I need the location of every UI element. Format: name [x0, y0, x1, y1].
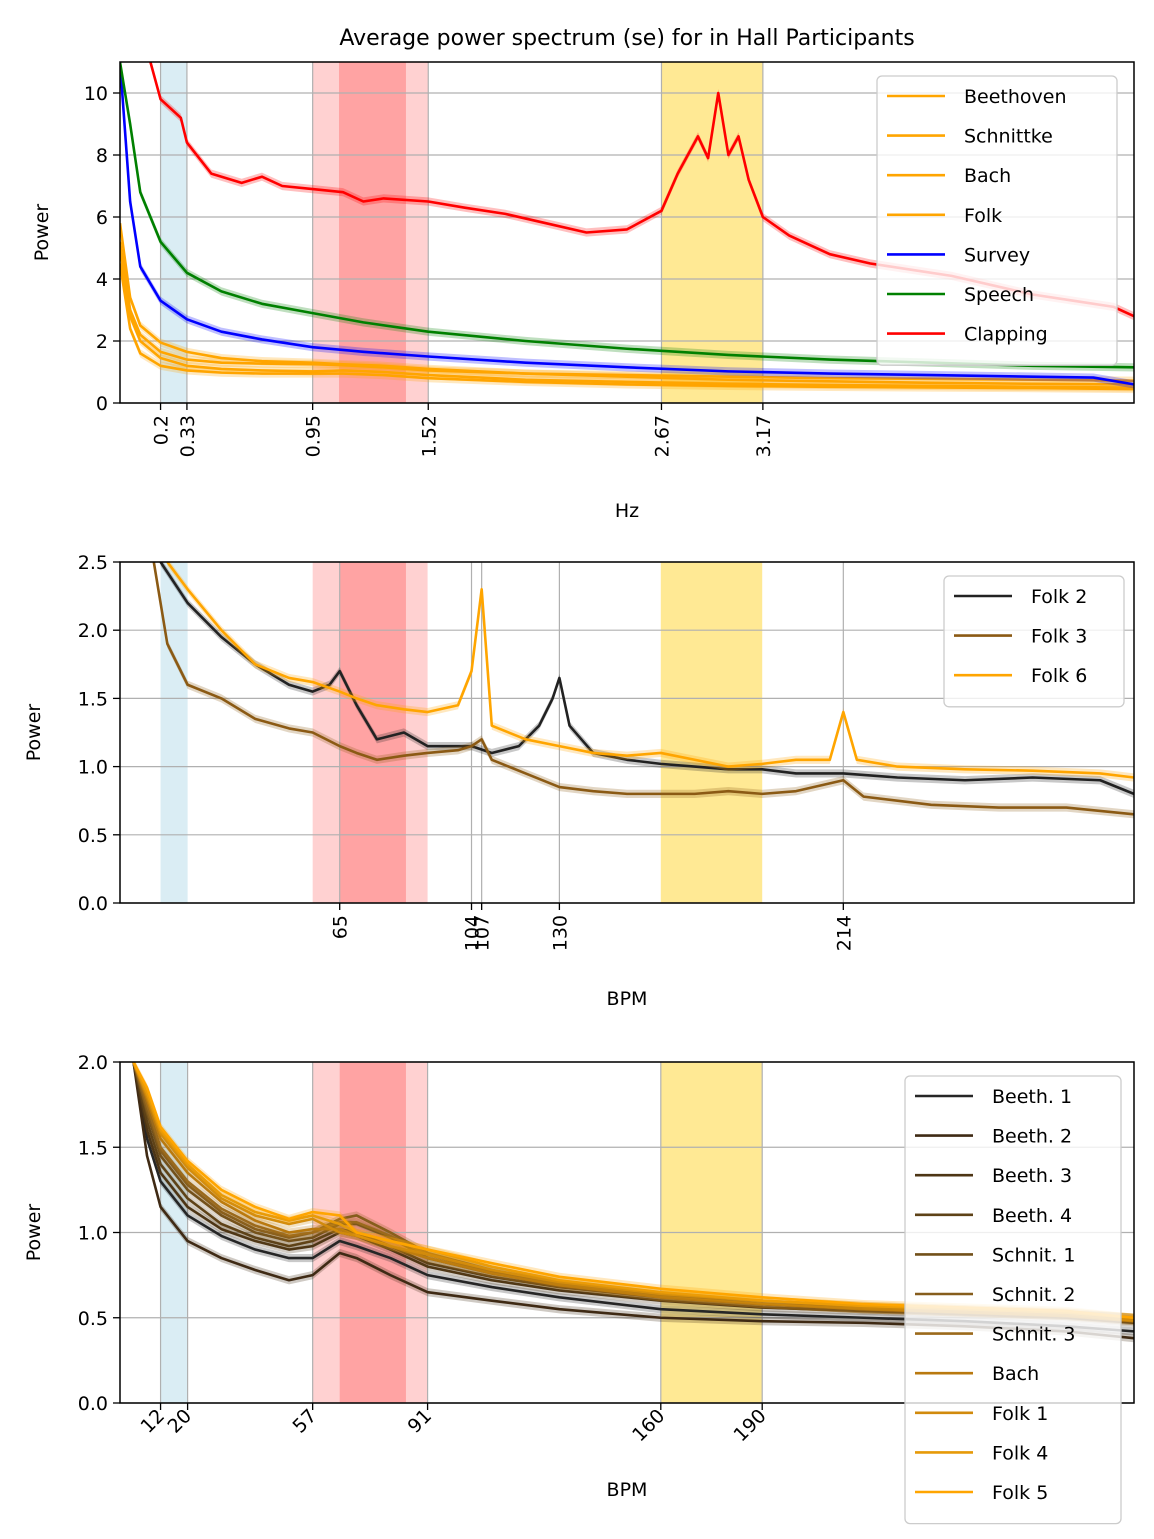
y-tick-label: 4 [96, 269, 108, 291]
legend-label: Folk [964, 205, 1002, 227]
legend-label: Beeth. 1 [992, 1086, 1072, 1108]
y-tick-label: 1.0 [78, 1223, 108, 1245]
y-axis-label: Power [23, 1204, 45, 1262]
y-tick-label: 10 [84, 83, 108, 105]
y-tick-label: 1.5 [78, 1137, 108, 1159]
x-tick-label: 214 [833, 915, 855, 951]
x-tick-label: 2.67 [651, 415, 673, 457]
legend-label: Folk 4 [992, 1442, 1048, 1464]
highlight-band [160, 562, 188, 903]
legend-label: Folk 6 [1031, 665, 1087, 687]
highlight-band [661, 62, 763, 403]
axes-frame [119, 61, 1135, 404]
y-tick-label: 0.0 [78, 893, 108, 915]
series-line-speech [120, 62, 1134, 369]
legend-label: Schnit. 1 [992, 1244, 1076, 1266]
x-tick-label: 1.52 [418, 415, 440, 457]
legend-label: Beeth. 2 [992, 1126, 1072, 1148]
x-axis-label: BPM [607, 988, 648, 1010]
legend-label: Folk 2 [1031, 586, 1087, 608]
x-axis-label: Hz [615, 500, 639, 522]
series-line-beeth-3 [132, 1062, 1134, 1325]
y-tick-label: 2 [96, 331, 108, 353]
y-tick-label: 8 [96, 145, 108, 167]
y-axis-label: Power [23, 704, 45, 762]
legend-label: Folk 3 [1031, 626, 1087, 648]
series-line-bach [120, 263, 1134, 391]
legend-label: Schnit. 2 [992, 1284, 1076, 1306]
legend-label: Clapping [964, 324, 1048, 346]
highlight-band [660, 562, 763, 903]
y-tick-label: 1.5 [78, 688, 108, 710]
legend-label: Schnit. 3 [992, 1324, 1076, 1346]
x-tick-label: 0.33 [177, 415, 199, 457]
highlight-band [312, 562, 428, 903]
legend-label: Folk 5 [992, 1482, 1048, 1504]
highlight-band [312, 62, 429, 403]
figure-title: Average power spectrum (se) for in Hall … [339, 26, 914, 51]
legend-label: Folk 1 [992, 1403, 1048, 1425]
y-tick-label: 0.5 [78, 825, 108, 847]
legend-label: Bach [964, 165, 1011, 187]
legend-label: Speech [964, 284, 1034, 306]
series-line-folk [120, 247, 1134, 389]
x-tick-label: 3.17 [753, 415, 775, 457]
legend-label: Beethoven [964, 86, 1067, 108]
y-tick-label: 1.0 [78, 757, 108, 779]
series-line-schnittke [120, 223, 1134, 386]
y-tick-label: 0 [96, 393, 108, 415]
x-tick-label: 130 [549, 915, 571, 951]
y-tick-label: 2.0 [78, 620, 108, 642]
legend-label: Beeth. 3 [992, 1165, 1072, 1187]
x-tick-label: 107 [472, 915, 494, 951]
y-tick-label: 2.5 [78, 552, 108, 574]
series-line-beeth-1 [132, 1062, 1134, 1333]
x-tick-label: 65 [330, 915, 352, 939]
series-line-survey [120, 62, 1134, 386]
x-tick-label: 104 [462, 915, 484, 951]
series-line-beeth-2 [132, 1062, 1134, 1340]
y-axis-label: Power [31, 204, 53, 262]
series-line-folk-2 [159, 562, 1134, 796]
y-tick-label: 6 [96, 207, 108, 229]
panel-hz-spectrum: 0 2 4 6 8 10 0.2 0.33 0.95 1.52 2.67 3.17 Hz Power Bee… [31, 61, 1135, 522]
series-line-folk-5 [132, 1062, 1134, 1320]
y-tick-label: 0.5 [78, 1308, 108, 1330]
series-error-band [160, 562, 1134, 798]
axes-frame [119, 561, 1135, 904]
series-error-band [153, 562, 1134, 819]
series-line-folk-3 [152, 562, 1134, 816]
x-tick-label: 0.95 [303, 415, 325, 457]
y-tick-label: 0.0 [78, 1393, 108, 1415]
legend-label: Bach [992, 1363, 1039, 1385]
x-axis-label: BPM [607, 1479, 648, 1501]
legend-label: Beeth. 4 [992, 1205, 1072, 1227]
x-tick-label: 0.2 [151, 415, 173, 445]
y-tick-label: 2.0 [78, 1052, 108, 1074]
legend-label: Schnittke [964, 126, 1053, 148]
legend-label: Survey [964, 244, 1030, 266]
series-line-schnit-2 [132, 1062, 1134, 1320]
highlight-band [339, 62, 406, 403]
series-line-folk-6 [166, 562, 1134, 779]
